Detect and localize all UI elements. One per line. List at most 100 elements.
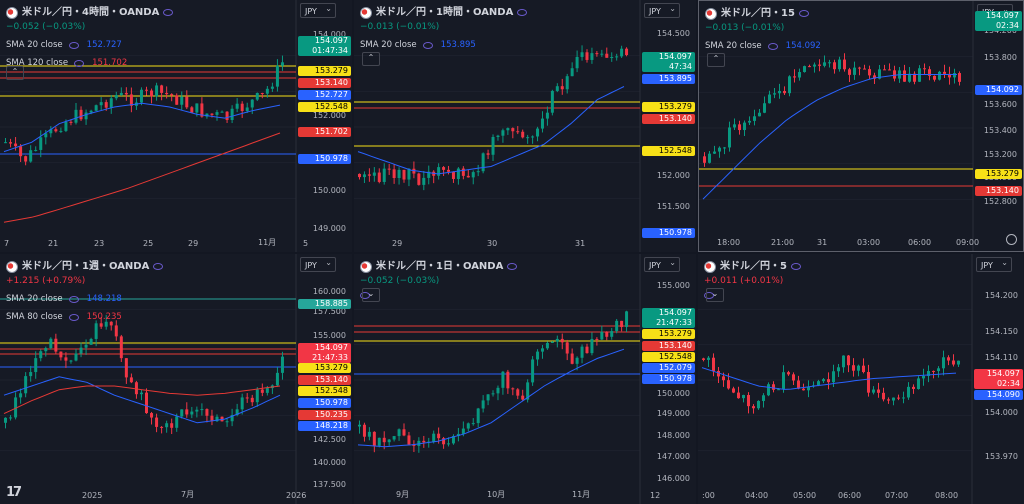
collapse-legend-button[interactable]: ⌃ (707, 53, 725, 67)
candle-body (245, 397, 249, 399)
sma-value: 148.218 (86, 294, 122, 304)
currency-select[interactable]: JPY (644, 1, 680, 18)
candle-body (545, 112, 549, 119)
symbol-title[interactable]: 米ドル／円・1時間・OANDA (360, 6, 528, 19)
sma-legend-row[interactable]: SMA 120 close 151.702 (6, 57, 173, 70)
candle-body (550, 341, 554, 343)
settings-gear-icon[interactable] (1006, 234, 1017, 245)
chart-panel-2[interactable]: 米ドル／円・1時間・OANDA −0.013 (−0.01%) SMA 20 clo… (354, 0, 696, 252)
visibility-icon[interactable] (517, 9, 528, 16)
symbol-title[interactable]: 米ドル／円・5 (704, 260, 801, 273)
candle-body (461, 428, 465, 434)
visibility-icon[interactable] (507, 263, 518, 270)
candle-body (807, 386, 810, 391)
candle-body (451, 436, 455, 444)
candle-body (74, 109, 78, 123)
sma-settings-icon[interactable] (767, 43, 778, 50)
price-chart[interactable] (698, 254, 1024, 504)
sma-value: 153.895 (440, 40, 476, 50)
sma-legend-row[interactable]: SMA 80 close 150.235 (6, 311, 163, 324)
collapse-legend-button[interactable]: ⌃ (6, 66, 24, 80)
chart-panel-5[interactable]: 米ドル／円・1日・OANDA −0.052 (−0.03%) ⌄ JPY 155.000… (354, 254, 696, 504)
candle-body (947, 357, 950, 361)
candle-body (927, 370, 930, 377)
visibility-icon[interactable] (360, 292, 370, 299)
sma-label: SMA 80 close (6, 312, 63, 322)
price-chart[interactable] (354, 254, 696, 504)
candle-body (220, 111, 224, 113)
chart-header: 米ドル／円・1時間・OANDA −0.013 (−0.01%) SMA 20 clo… (360, 6, 528, 52)
candle-body (912, 386, 915, 389)
visibility-icon[interactable] (798, 10, 809, 17)
candle-body (491, 393, 495, 395)
candle-body (768, 94, 771, 104)
candle-body (14, 397, 18, 418)
candle-body (717, 370, 720, 377)
sma-settings-icon[interactable] (68, 314, 79, 321)
price-chart[interactable] (0, 0, 352, 252)
candle-body (240, 103, 244, 112)
candle-body (580, 346, 584, 358)
candle-body (79, 347, 83, 354)
candle-body (412, 444, 416, 446)
price-tag-value: 154.097 (985, 11, 1019, 20)
candle-body (580, 52, 584, 57)
chart-panel-3[interactable]: 米ドル／円・15 −0.013 (−0.01%) SMA 20 close 154.0… (698, 0, 1024, 252)
sma-legend-row[interactable]: SMA 20 close 148.218 (6, 293, 163, 306)
symbol-title[interactable]: 米ドル／円・1週・OANDA (6, 260, 164, 273)
candle-body (903, 70, 906, 82)
price-chart[interactable] (699, 1, 1024, 252)
chart-panel-4[interactable]: 米ドル／円・1週・OANDA +1.215 (+0.79%) SMA 20 clos… (0, 254, 352, 504)
price-tag-value: 153.140 (314, 78, 348, 87)
candle-body (491, 136, 495, 155)
candle-body (918, 68, 921, 82)
candle-body (99, 323, 103, 327)
chart-panel-1[interactable]: 米ドル／円・4時間・OANDA −0.052 (−0.03%) SMA 20 clo… (0, 0, 352, 252)
price-tag: 150.978 (298, 154, 351, 164)
tradingview-logo[interactable]: 17 (6, 485, 22, 500)
collapse-legend-button[interactable]: ⌄ (706, 288, 724, 302)
candle-body (417, 173, 421, 185)
candle-body (858, 67, 861, 69)
candle-body (180, 409, 184, 417)
x-axis-tick: 11月 (258, 238, 277, 247)
visibility-icon[interactable] (790, 263, 801, 270)
visibility-icon[interactable] (163, 9, 174, 16)
sma-legend-row[interactable]: SMA 20 close 153.895 (360, 39, 527, 52)
currency-select[interactable]: JPY (644, 255, 680, 272)
currency-select[interactable]: JPY (300, 255, 336, 272)
candle-body (892, 397, 895, 401)
x-axis-tick: 21:00 (771, 238, 795, 247)
candle-body (718, 147, 721, 152)
sma-legend-row[interactable]: SMA 20 close 154.092 (705, 40, 821, 53)
sma-settings-icon[interactable] (422, 42, 433, 49)
price-tag-value: 152.079 (658, 363, 692, 372)
price-tag: 151.702 (298, 127, 351, 137)
currency-select[interactable]: JPY (300, 1, 336, 18)
price-chart[interactable] (0, 254, 352, 504)
flag-icon (705, 7, 717, 20)
visibility-icon[interactable] (704, 292, 714, 299)
sma-legend-row[interactable]: SMA 20 close 152.727 (6, 39, 173, 52)
symbol-title[interactable]: 米ドル／円・1日・OANDA (360, 260, 518, 273)
chart-panel-6[interactable]: 米ドル／円・5 +0.011 (+0.01%) ⌄ JPY 154.200 154.150… (698, 254, 1024, 504)
sma-settings-icon[interactable] (74, 60, 85, 67)
sma-settings-icon[interactable] (68, 42, 79, 49)
collapse-legend-button[interactable]: ⌃ (362, 52, 380, 66)
visibility-icon[interactable] (153, 263, 164, 270)
candle-body (560, 86, 564, 90)
symbol-title[interactable]: 米ドル／円・4時間・OANDA (6, 6, 174, 19)
chart-header: 米ドル／円・5 +0.011 (+0.01%) (704, 260, 801, 303)
symbol-title[interactable]: 米ドル／円・15 (705, 7, 821, 20)
sma-settings-icon[interactable] (68, 296, 79, 303)
flag-icon (6, 6, 18, 19)
price-chart[interactable] (354, 0, 696, 252)
candle-body (139, 392, 143, 395)
price-tag-value: 152.548 (314, 102, 348, 111)
collapse-legend-button[interactable]: ⌄ (362, 288, 380, 302)
currency-select[interactable]: JPY (976, 255, 1012, 272)
candle-body (255, 92, 259, 100)
price-tag-countdown: 02:34 (995, 21, 1019, 30)
candle-body (545, 342, 549, 349)
candle-body (4, 142, 7, 144)
